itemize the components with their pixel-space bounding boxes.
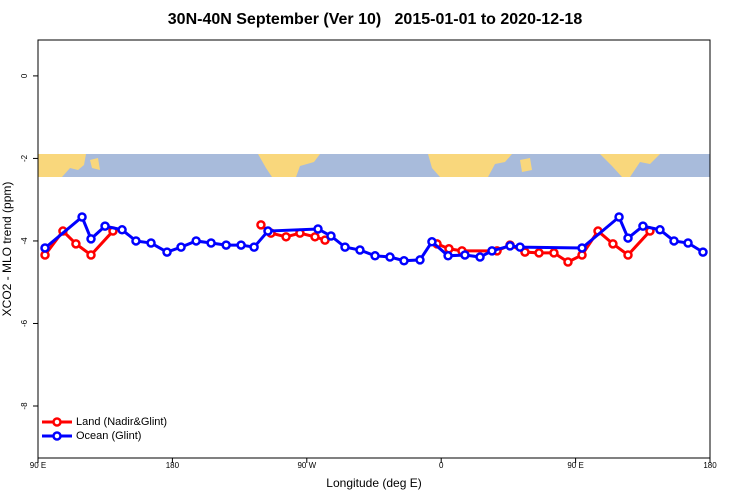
point — [698, 247, 708, 257]
x-tick-label: 0 — [439, 461, 444, 470]
point — [669, 236, 679, 246]
point — [146, 238, 156, 248]
point — [608, 239, 618, 249]
point — [427, 237, 437, 247]
point — [86, 234, 96, 244]
point — [340, 242, 350, 252]
legend-marker — [52, 417, 62, 427]
x-tick-label: 90 E — [567, 461, 583, 470]
legend-label: Land (Nadir&Glint) — [76, 416, 167, 428]
map-strip — [38, 154, 710, 177]
chart-title: 30N-40N September (Ver 10) 2015-01-01 to… — [168, 11, 583, 28]
point — [683, 238, 693, 248]
legend-label: Ocean (Glint) — [76, 430, 141, 442]
point — [370, 251, 380, 261]
x-tick-label: 90 E — [30, 461, 46, 470]
point — [191, 236, 201, 246]
point — [355, 245, 365, 255]
point — [40, 243, 50, 253]
point — [623, 250, 633, 260]
point — [320, 235, 330, 245]
point — [249, 242, 259, 252]
y-tick-label: -6 — [20, 319, 29, 327]
y-tick-label: -8 — [20, 402, 29, 410]
y-tick-label: -2 — [20, 154, 29, 162]
point — [534, 248, 544, 258]
point — [415, 255, 425, 265]
point — [236, 240, 246, 250]
point — [77, 212, 87, 222]
y-tick-label: -4 — [20, 237, 29, 245]
point — [310, 232, 320, 242]
point — [655, 225, 665, 235]
point — [176, 242, 186, 252]
point — [162, 247, 172, 257]
x-tick-label: 180 — [703, 461, 717, 470]
point — [100, 221, 110, 231]
point — [131, 236, 141, 246]
x-axis-label: Longitude (deg E) — [326, 476, 421, 490]
point — [475, 252, 485, 262]
point — [206, 238, 216, 248]
point — [443, 251, 453, 261]
x-tick-label: 180 — [166, 461, 180, 470]
point — [117, 225, 127, 235]
point — [505, 241, 515, 251]
point — [281, 232, 291, 242]
point — [563, 257, 573, 267]
point — [460, 250, 470, 260]
point — [263, 226, 273, 236]
point — [221, 240, 231, 250]
point — [638, 221, 648, 231]
point — [71, 239, 81, 249]
plot-frame — [37, 39, 711, 459]
x-tick-label: 90 W — [297, 461, 316, 470]
point — [515, 242, 525, 252]
point — [385, 252, 395, 262]
point — [326, 231, 336, 241]
point — [256, 220, 266, 230]
point — [313, 224, 323, 234]
point — [577, 243, 587, 253]
y-axis-label: XCO2 - MLO trend (ppm) — [0, 182, 14, 317]
point — [86, 250, 96, 260]
point — [549, 248, 559, 258]
legend-marker — [52, 431, 62, 441]
point — [487, 246, 497, 256]
point — [399, 256, 409, 266]
point — [623, 233, 633, 243]
point — [614, 212, 624, 222]
y-tick-label: 0 — [20, 73, 29, 78]
